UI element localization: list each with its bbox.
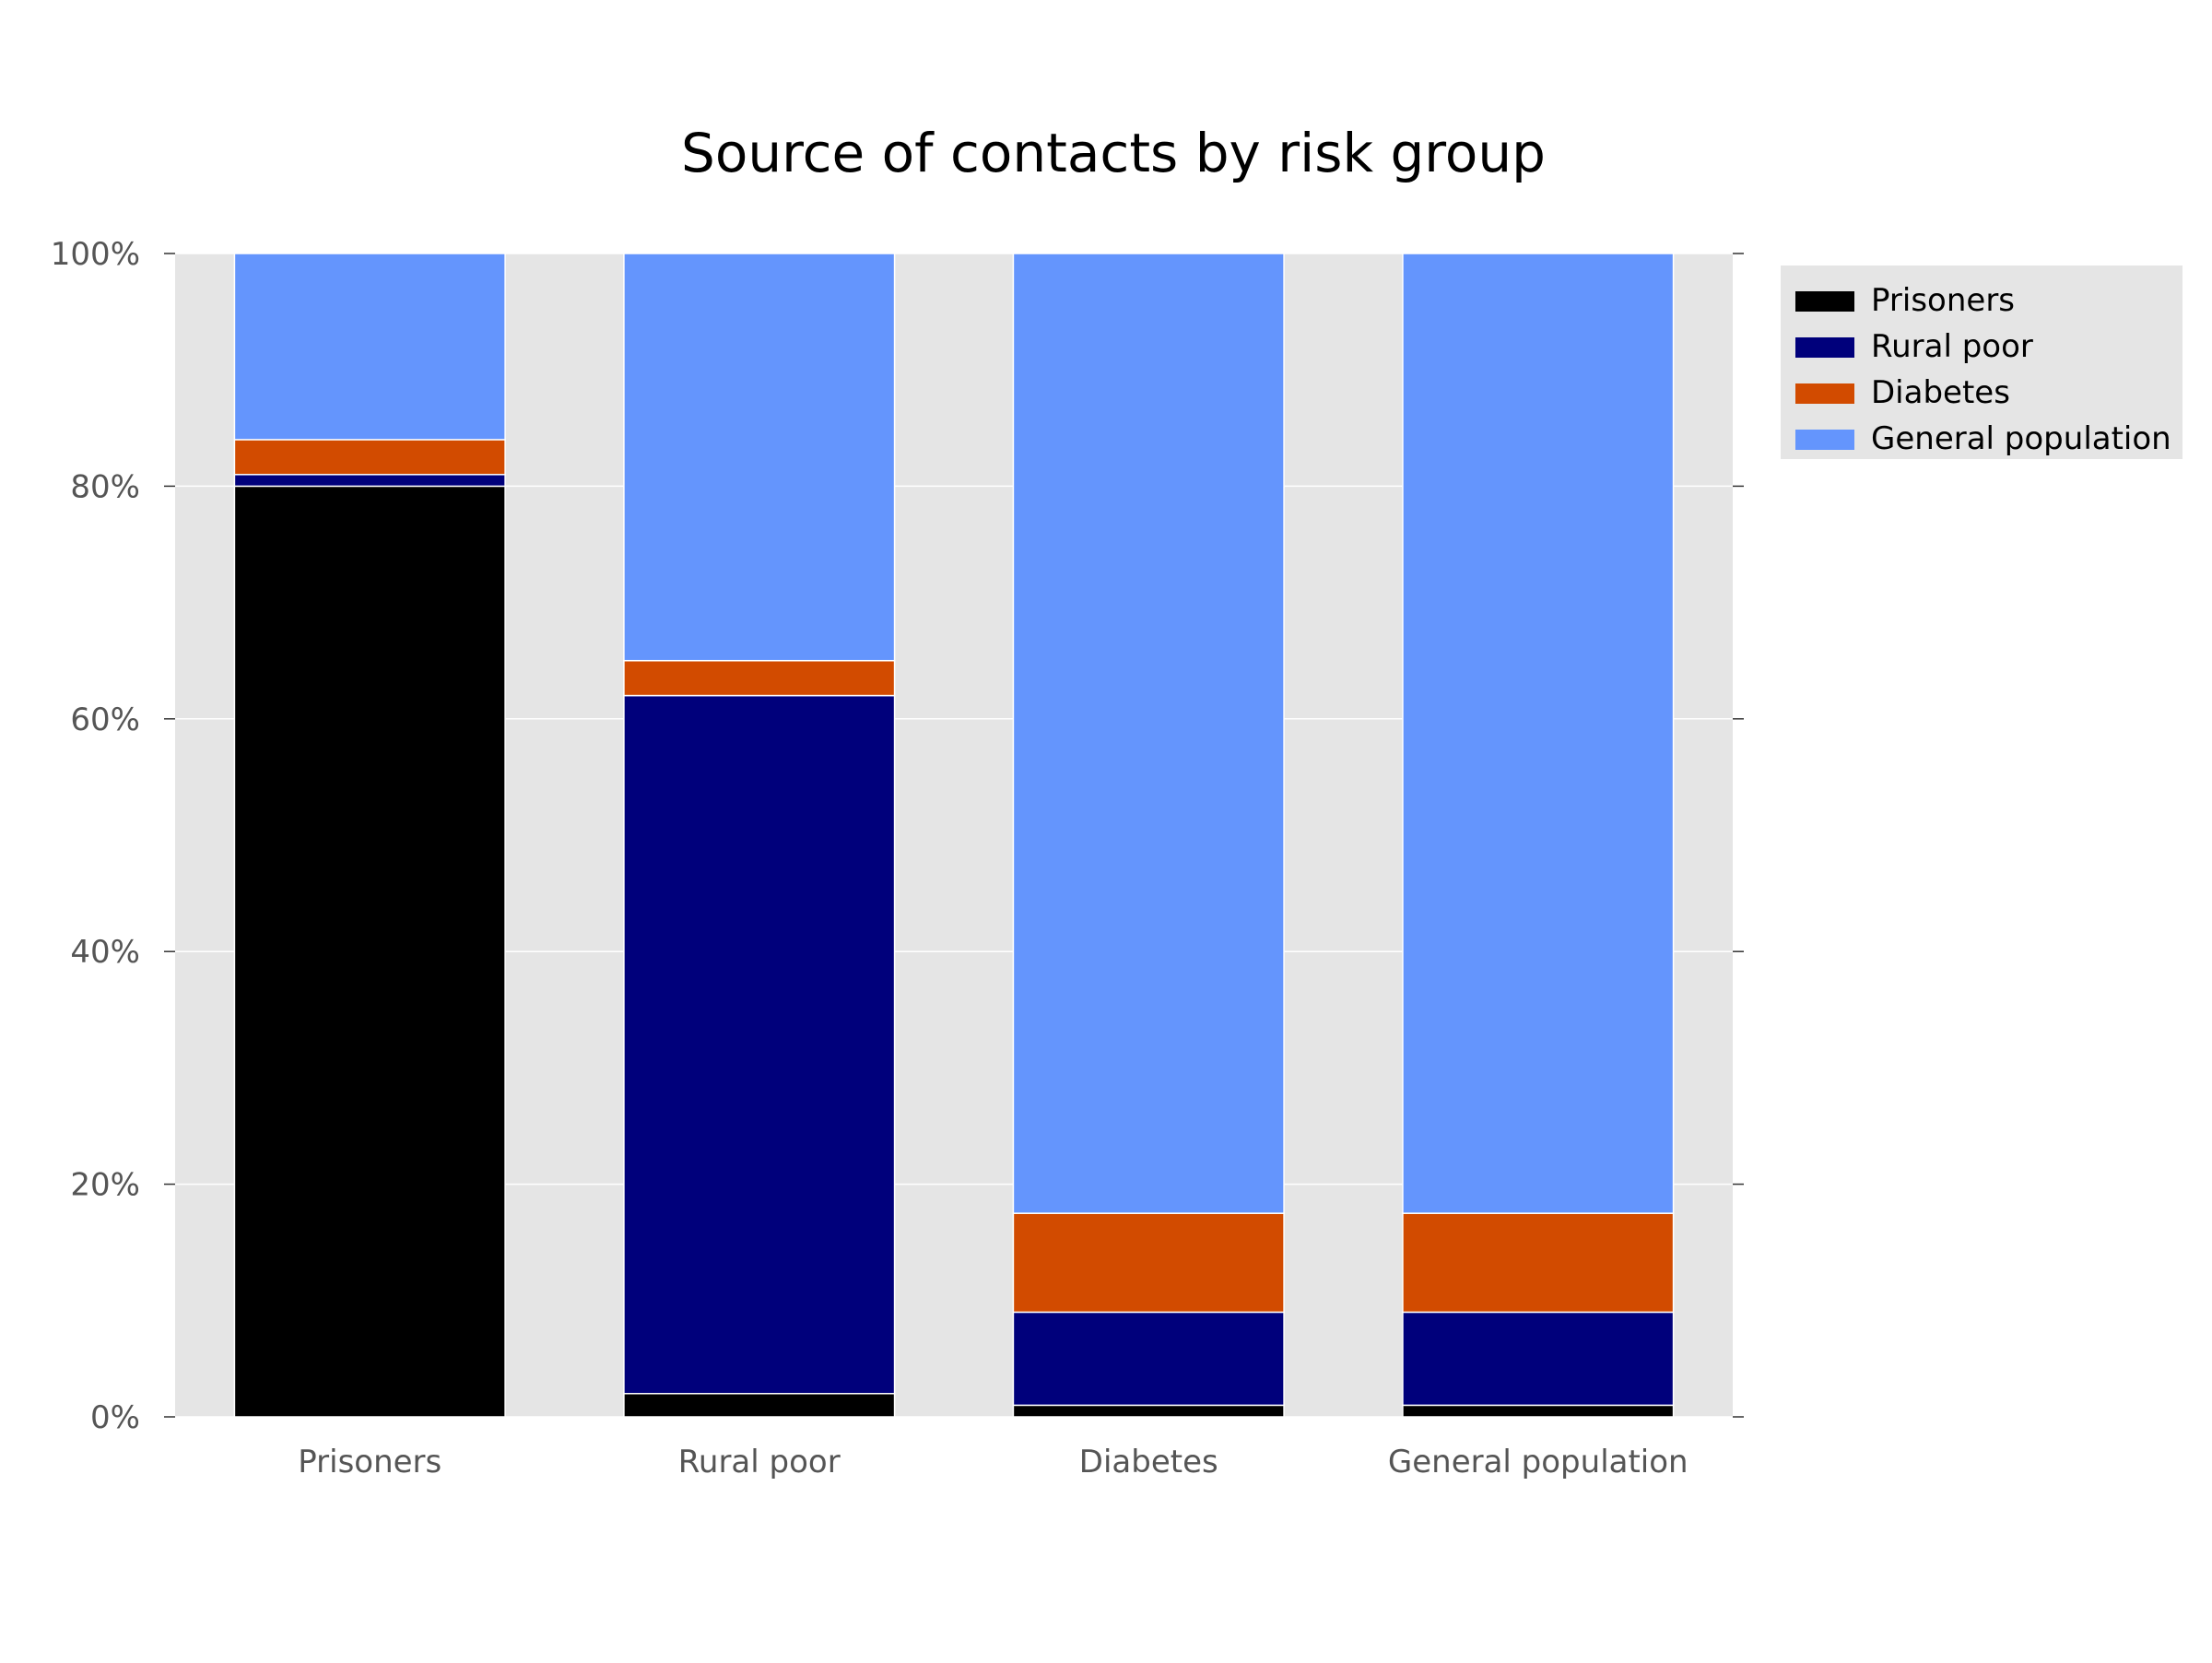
chart-title: Source of contacts by risk group	[681, 122, 1546, 184]
bar-segment	[623, 1393, 896, 1418]
legend-label: Rural poor	[1871, 328, 2033, 365]
legend-swatch	[1795, 337, 1854, 358]
bar-segment	[1012, 1212, 1285, 1314]
legend: Prisoners Rural poor Diabetes General popul…	[1781, 265, 2183, 459]
y-tick-label: 100%	[51, 236, 140, 273]
bar-segment	[623, 659, 896, 697]
bar-segment	[1012, 253, 1285, 1214]
bar-segment	[1402, 1404, 1675, 1418]
bar-segment	[623, 694, 896, 1395]
x-tick-label: General population	[1388, 1444, 1688, 1480]
legend-label: General population	[1871, 420, 2171, 457]
x-tick-label: Prisoners	[298, 1444, 441, 1480]
legend-swatch	[1795, 383, 1854, 404]
bar-segment	[1012, 1311, 1285, 1407]
x-tick-label: Rural poor	[678, 1444, 841, 1480]
bar-segment	[1402, 1311, 1675, 1407]
legend-swatch	[1795, 430, 1854, 450]
bar-segment	[1012, 1404, 1285, 1418]
y-tick-label: 40%	[70, 934, 140, 971]
legend-swatch	[1795, 291, 1854, 312]
legend-label: Diabetes	[1871, 374, 2010, 411]
y-tick-label: 80%	[70, 468, 140, 505]
legend-label: Prisoners	[1871, 282, 2015, 319]
plot-area: 0% 20% 40% 60% 80% 100% Prisoners Rural poor Dia…	[51, 236, 1744, 1480]
x-tick-label: Diabetes	[1079, 1444, 1218, 1480]
bar-segment	[233, 485, 506, 1418]
bar-segment	[623, 253, 896, 662]
bar-segment	[1402, 1212, 1675, 1314]
bar-segment	[233, 253, 506, 441]
bar-segment	[233, 474, 506, 488]
y-tick-label: 60%	[70, 702, 140, 738]
bar-segment	[1402, 253, 1675, 1214]
y-tick-label: 20%	[70, 1167, 140, 1204]
bar-segment	[233, 439, 506, 476]
y-tick-label: 0%	[90, 1399, 140, 1436]
